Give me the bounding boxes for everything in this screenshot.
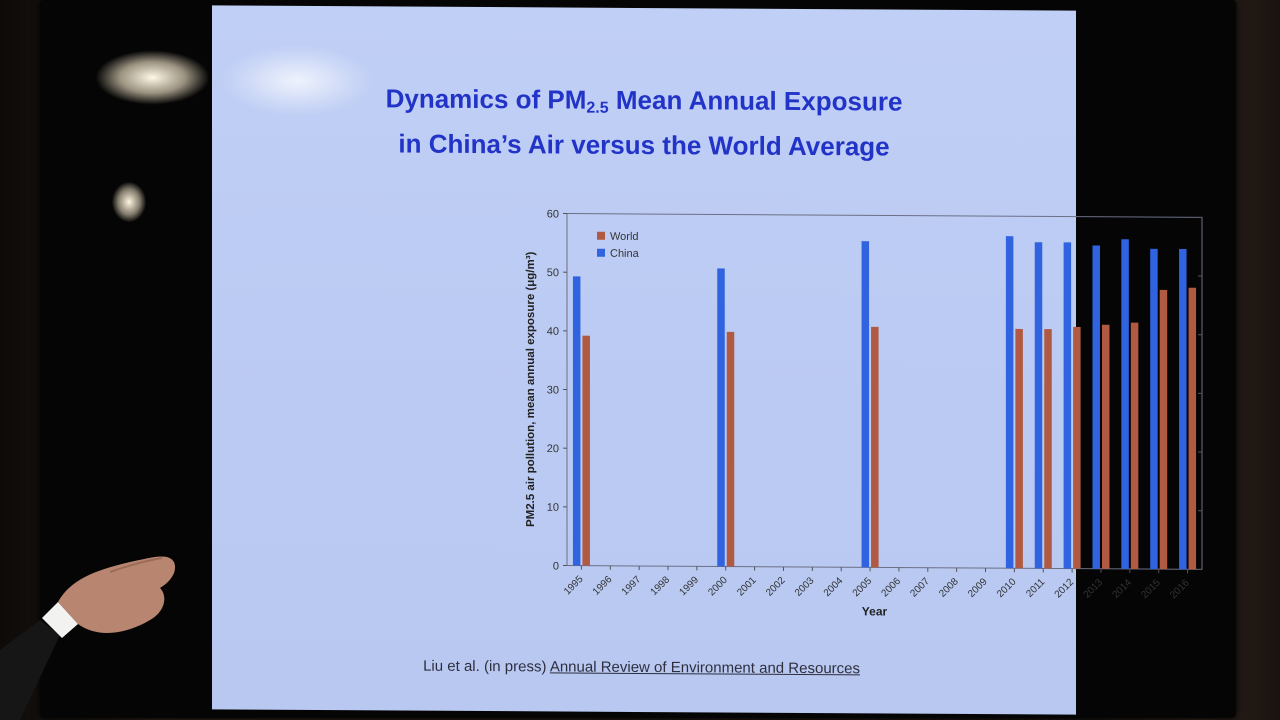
presenter-hand [0, 556, 176, 720]
slide-title: Dynamics of PM2.5 Mean Annual Exposure i… [212, 79, 1076, 165]
x-tick-label: 1997 [620, 574, 644, 598]
bar-china-2016 [1179, 248, 1187, 570]
x-tick-label: 2003 [793, 575, 817, 599]
x-tick-label: 2005 [851, 575, 875, 599]
x-tick-label: 2002 [764, 575, 788, 599]
bar-china-2010 [1005, 236, 1014, 569]
title-line1-pre: Dynamics of PM [385, 83, 587, 115]
bar-china-2005 [861, 241, 870, 568]
x-tick-label: 2015 [1139, 577, 1163, 601]
bar-world-2016 [1188, 287, 1197, 570]
bar-world-2012 [1073, 326, 1081, 569]
x-tick-label: 1995 [562, 574, 586, 598]
x-tick-label: 2000 [706, 575, 730, 599]
legend-label-world: World [610, 231, 639, 243]
bar-china-1995 [572, 276, 581, 566]
bar-china-2012 [1063, 242, 1072, 569]
y-tick-label: 50 [547, 267, 559, 279]
bar-world-2011 [1044, 329, 1052, 569]
citation: Liu et al. (in press) Annual Review of E… [423, 658, 860, 678]
x-tick-label: 2008 [937, 576, 961, 600]
y-tick-label: 40 [547, 326, 559, 338]
x-tick-label: 2010 [995, 576, 1019, 600]
x-axis-label: Year [862, 604, 888, 618]
x-tick-label: 2009 [966, 576, 990, 600]
bar-world-2014 [1130, 322, 1139, 570]
legend-swatch-world [597, 231, 605, 240]
x-tick-label: 2007 [908, 576, 932, 600]
bar-china-2011 [1034, 242, 1043, 569]
bar-world-1995 [582, 335, 590, 566]
bar-china-2015 [1150, 248, 1158, 570]
bar-china-2000 [717, 268, 725, 567]
presentation-slide: Dynamics of PM2.5 Mean Annual Exposure i… [212, 5, 1203, 715]
bar-world-2000 [726, 331, 735, 567]
x-tick-label: 2004 [822, 575, 846, 599]
x-tick-label: 1996 [591, 574, 615, 598]
citation-journal: Annual Review of Environment and Resourc… [549, 658, 860, 678]
y-tick-label: 60 [547, 208, 559, 220]
y-tick-label: 20 [547, 443, 559, 455]
x-tick-label: 2012 [1053, 577, 1077, 601]
y-tick-label: 10 [547, 502, 559, 514]
title-line2: in China’s Air versus the World Average [398, 128, 890, 162]
legend-swatch-china [597, 248, 605, 257]
bar-world-2010 [1015, 328, 1023, 569]
x-tick-label: 2006 [880, 576, 904, 600]
x-tick-label: 2016 [1168, 577, 1192, 601]
x-tick-label: 1999 [677, 574, 701, 598]
x-tick-label: 2013 [1082, 577, 1106, 601]
title-subscript: 2.5 [586, 99, 609, 117]
y-tick-label: 0 [553, 560, 559, 572]
y-axis-label: PM2.5 air pollution, mean annual exposur… [525, 251, 537, 527]
x-tick-label: 2014 [1110, 577, 1134, 601]
legend-label-china: China [610, 248, 640, 260]
bar-world-2013 [1101, 324, 1110, 569]
citation-authors: Liu et al. (in press) [423, 657, 550, 676]
x-tick-label: 1998 [649, 574, 673, 598]
y-tick-label: 30 [547, 384, 559, 396]
bar-world-2015 [1159, 289, 1168, 570]
title-line1-post: Mean Annual Exposure [608, 84, 903, 117]
bar-china-2013 [1092, 245, 1100, 569]
x-tick-label: 2011 [1024, 576, 1047, 599]
bar-world-2005 [871, 326, 879, 568]
bar-china-2014 [1121, 239, 1129, 569]
x-tick-label: 2001 [735, 575, 759, 599]
